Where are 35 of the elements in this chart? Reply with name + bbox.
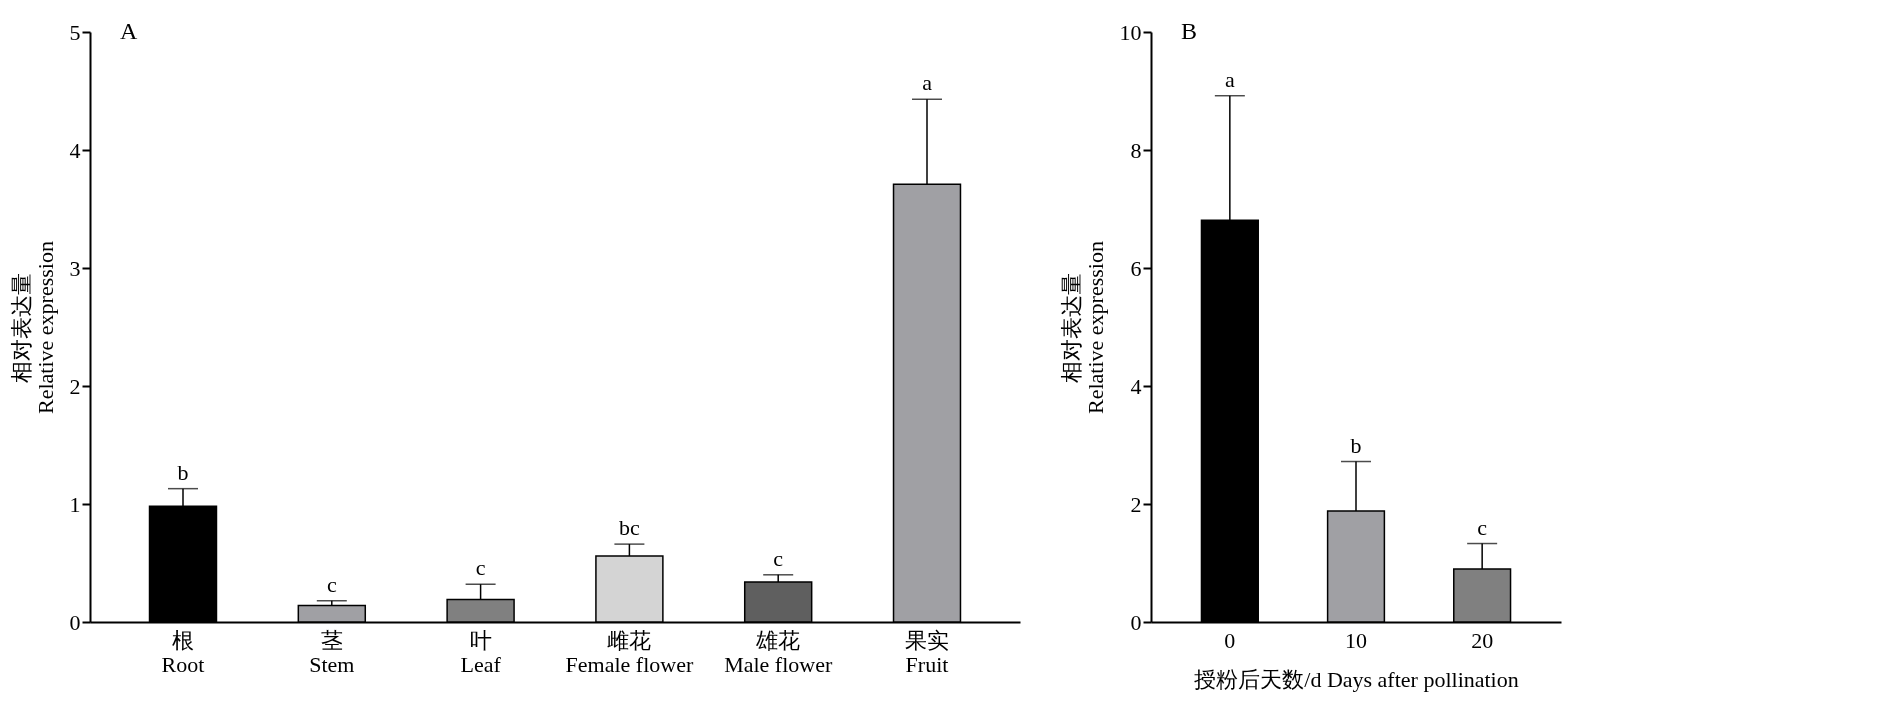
annotation: b (1350, 432, 1362, 458)
x-tick-label: 20 (1471, 627, 1494, 653)
x-tick-label: 10 (1345, 627, 1367, 653)
y-tick-label: 4 (69, 137, 81, 163)
x-tick-label: 根 Root (161, 627, 205, 677)
annotation: c (475, 555, 486, 581)
annotation: b (177, 459, 189, 485)
y-axis-title: 相对表达量 Relative expression (8, 241, 58, 414)
y-tick-label: 6 (1130, 255, 1142, 281)
annotation: a (1224, 66, 1235, 92)
y-tick-label: 1 (69, 491, 81, 517)
annotation: c (773, 545, 784, 571)
y-tick-label: 0 (1130, 609, 1142, 635)
annotation: c (326, 571, 337, 597)
x-tick-label: 叶 Leaf (460, 627, 502, 677)
y-tick-label: 2 (1130, 491, 1142, 517)
y-axis-title: 相对表达量 Relative expression (1058, 241, 1108, 414)
x-tick-label: 茎 Stem (309, 627, 355, 677)
y-tick-label: 0 (69, 609, 81, 635)
annotation: a (922, 70, 933, 96)
annotation: c (1477, 514, 1488, 540)
y-tick-label: 5 (69, 19, 81, 45)
x-tick-label: 雄花 Male flower (724, 627, 833, 677)
chart-title: A (120, 18, 138, 44)
y-tick-label: 8 (1130, 137, 1142, 163)
chart-title: B (1181, 18, 1198, 44)
x-tick-label: 果实 Fruit (905, 627, 949, 677)
x-axis-title: 授粉后天数/d Days after pollination (1194, 666, 1519, 692)
y-tick-label: 3 (69, 255, 81, 281)
annotation: bc (619, 515, 641, 541)
y-tick-label: 4 (1130, 373, 1142, 399)
x-tick-label: 雌花 Female flower (565, 627, 694, 677)
x-tick-label: 0 (1224, 627, 1236, 653)
y-tick-label: 10 (1119, 19, 1142, 45)
y-tick-label: 2 (69, 373, 81, 399)
